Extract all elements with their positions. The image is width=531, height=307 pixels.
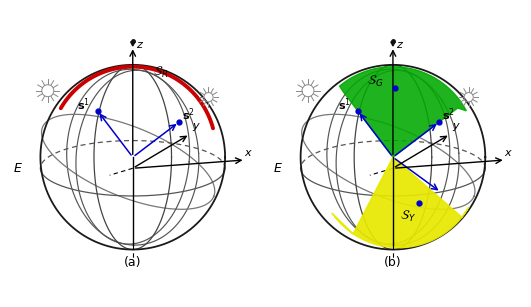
Text: $\mathcal{S}_G$: $\mathcal{S}_G$ bbox=[367, 74, 383, 89]
Text: $\mathcal{S}_R$: $\mathcal{S}_R$ bbox=[153, 65, 168, 80]
Text: (b): (b) bbox=[384, 256, 402, 269]
Text: $E$: $E$ bbox=[13, 162, 23, 175]
Text: $\mathbf{s}^1$: $\mathbf{s}^1$ bbox=[338, 97, 350, 114]
Text: $\mathcal{S}_Y$: $\mathcal{S}_Y$ bbox=[400, 209, 416, 224]
Text: $x$: $x$ bbox=[504, 148, 513, 158]
Text: $\mathbf{s}^2$: $\mathbf{s}^2$ bbox=[442, 106, 455, 123]
Polygon shape bbox=[391, 42, 395, 46]
Text: (a): (a) bbox=[124, 256, 141, 269]
Text: $E$: $E$ bbox=[273, 162, 283, 175]
Text: $y$: $y$ bbox=[192, 122, 201, 134]
Text: $\mathbf{s}^1$: $\mathbf{s}^1$ bbox=[78, 97, 90, 114]
Polygon shape bbox=[339, 67, 466, 157]
Text: $x$: $x$ bbox=[244, 148, 253, 158]
Text: $\mathbf{s}^2$: $\mathbf{s}^2$ bbox=[182, 106, 194, 123]
Polygon shape bbox=[131, 42, 135, 46]
Polygon shape bbox=[332, 157, 469, 248]
Text: $y$: $y$ bbox=[452, 122, 461, 134]
Text: $z$: $z$ bbox=[135, 40, 143, 50]
Text: $z$: $z$ bbox=[396, 40, 404, 50]
